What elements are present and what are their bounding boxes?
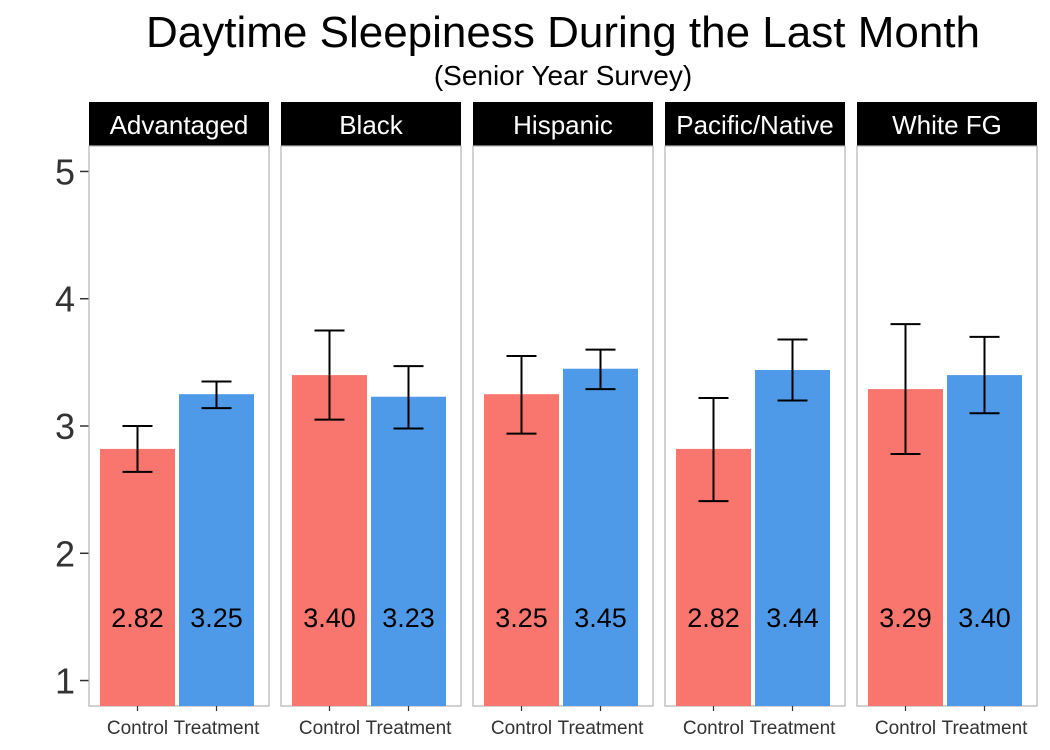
- facet-strip: [281, 102, 461, 146]
- y-tick-label: 2: [55, 533, 75, 574]
- data-label: 3.45: [574, 603, 627, 633]
- facet-panel-white-fg: White FG 3.29 Control 3.40 Treatment: [856, 102, 1038, 739]
- facet-panel-advantaged: Advantaged 2.82 Control 3.25 Treatment: [88, 102, 270, 739]
- bar-treatment: [371, 396, 446, 706]
- facet-strip: [473, 102, 653, 146]
- data-label: 3.29: [879, 603, 932, 633]
- facet-strip-label: Pacific/Native: [676, 110, 834, 140]
- data-label: 3.25: [495, 603, 548, 633]
- facet-panel-pacific-native: Pacific/Native 2.82 Control 3.44 Treatment: [664, 102, 846, 739]
- facet-panel-hispanic: Hispanic 3.25 Control 3.45 Treatment: [472, 102, 654, 739]
- facet-panels: Advantaged 2.82 Control 3.25 Treatment Black 3…: [88, 102, 1038, 739]
- x-tick-label: Control: [875, 718, 936, 739]
- data-label: 2.82: [111, 603, 164, 633]
- facet-strip-label: Advantaged: [110, 110, 249, 140]
- bar-treatment: [179, 394, 254, 706]
- y-tick-label: 1: [55, 661, 75, 702]
- x-tick-label: Control: [491, 718, 552, 739]
- data-label: 3.44: [766, 603, 819, 633]
- facet-strip: [665, 102, 845, 146]
- facet-strip-label: Black: [339, 110, 404, 140]
- y-axis: 1 2 3 4 5: [55, 151, 89, 702]
- data-label: 3.23: [382, 603, 435, 633]
- x-tick-label: Treatment: [558, 718, 645, 739]
- chart-title: Daytime Sleepiness During the Last Month: [146, 8, 980, 57]
- data-label: 2.82: [687, 603, 740, 633]
- facet-strip-label: Hispanic: [513, 110, 613, 140]
- bar-treatment: [755, 370, 830, 706]
- bar-control: [100, 448, 175, 706]
- bar-treatment: [563, 368, 638, 706]
- x-tick-label: Treatment: [366, 718, 453, 739]
- bar-control: [292, 375, 367, 706]
- data-label: 3.25: [190, 603, 243, 633]
- x-tick-label: Control: [107, 718, 168, 739]
- y-tick-label: 3: [55, 406, 75, 447]
- data-label: 3.40: [303, 603, 356, 633]
- facet-strip: [89, 102, 269, 146]
- y-tick-label: 4: [55, 279, 75, 320]
- data-label: 3.40: [958, 603, 1011, 633]
- x-tick-label: Control: [683, 718, 744, 739]
- facet-strip: [857, 102, 1037, 146]
- facet-strip-label: White FG: [892, 110, 1002, 140]
- x-tick-label: Treatment: [174, 718, 261, 739]
- x-tick-label: Control: [299, 718, 360, 739]
- x-tick-label: Treatment: [750, 718, 837, 739]
- chart-subtitle: (Senior Year Survey): [434, 60, 692, 91]
- bar-control: [484, 394, 559, 706]
- y-tick-label: 5: [55, 151, 75, 192]
- x-tick-label: Treatment: [942, 718, 1029, 739]
- bar-treatment: [947, 375, 1022, 706]
- facet-panel-black: Black 3.40 Control 3.23 Treatment: [280, 102, 462, 739]
